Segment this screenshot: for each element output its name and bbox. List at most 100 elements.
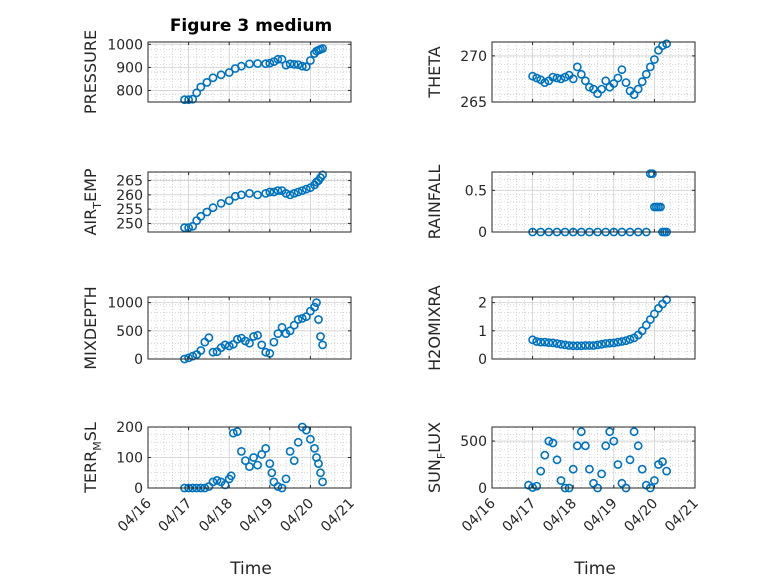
figure-title: Figure 3 medium <box>170 16 332 36</box>
x-axis-label-right: Time <box>573 559 616 579</box>
y-tick-label: 100 <box>116 451 143 467</box>
data-point <box>196 82 206 92</box>
y-axis-label: MIXDEPTH <box>81 286 100 369</box>
data-point <box>318 340 327 350</box>
data-point <box>645 315 655 324</box>
data-point <box>273 54 283 64</box>
data-point <box>196 211 206 221</box>
subplot-sun_flux: 0 500 04/16 04/17 04/18 04/19 04/20 04/21 SUNFLU… <box>425 422 702 535</box>
x-tick-label: 04/19 <box>237 496 277 536</box>
data-point <box>318 44 327 53</box>
y-tick-label: 0 <box>478 481 487 497</box>
data-point <box>265 187 275 197</box>
data-point <box>609 338 619 348</box>
data-point <box>301 312 311 322</box>
data-point <box>621 336 631 346</box>
data-point <box>253 190 262 200</box>
data-point <box>633 441 643 451</box>
data-point <box>269 187 279 197</box>
y-tick-label: 900 <box>116 60 143 76</box>
y-axis-label: AIRTEMP <box>81 168 104 235</box>
data-point <box>240 456 250 465</box>
y-tick-label: 270 <box>460 49 487 65</box>
data-point <box>662 466 671 476</box>
y-tick-label: 0 <box>134 352 143 368</box>
data-point <box>625 334 635 344</box>
x-tick-label: 04/16 <box>459 495 499 535</box>
y-axis-label: PRESSURE <box>81 30 100 114</box>
y-tick-label: 2 <box>478 296 487 312</box>
data-point <box>226 471 236 481</box>
data-point <box>232 334 242 344</box>
data-point <box>629 90 639 99</box>
axes-box <box>147 171 352 233</box>
y-tick-label: 800 <box>116 83 143 99</box>
data-point <box>589 341 598 350</box>
data-point <box>310 302 319 312</box>
data-point <box>285 59 295 69</box>
data-point <box>597 339 606 349</box>
data-point <box>184 95 193 105</box>
data-point <box>316 332 325 341</box>
axes-box <box>491 426 696 489</box>
y-tick-label: 1000 <box>107 296 143 312</box>
data-point <box>581 76 590 86</box>
data-point <box>257 340 267 350</box>
data-point <box>301 184 311 194</box>
data-point <box>576 341 586 351</box>
data-point <box>540 450 550 460</box>
data-point <box>556 476 566 485</box>
y-tick-label: 0 <box>478 225 487 241</box>
data-point <box>208 73 218 83</box>
data-point <box>617 337 627 346</box>
data-point <box>285 190 295 200</box>
data-point <box>641 320 651 330</box>
data-point <box>609 436 619 446</box>
data-point <box>267 468 277 478</box>
data-point <box>637 326 647 336</box>
data-point <box>293 437 303 447</box>
data-point <box>285 446 295 456</box>
x-tick-label: 04/17 <box>156 496 196 536</box>
data-point <box>212 475 222 485</box>
subplot-h2omixra: 0 1 2 H2OMIXRA <box>425 285 696 371</box>
data-point <box>536 466 546 476</box>
data-point <box>568 464 578 474</box>
axes-box <box>147 41 352 103</box>
data-point <box>249 453 258 462</box>
x-tick-label: 04/21 <box>662 496 702 536</box>
data-point <box>568 74 578 84</box>
axes-box <box>147 296 352 360</box>
data-point <box>629 427 639 437</box>
data-point <box>645 62 655 72</box>
y-tick-label: 0 <box>478 352 487 368</box>
data-point <box>216 198 226 208</box>
x-tick-label: 04/20 <box>277 496 317 536</box>
data-point <box>585 82 594 92</box>
y-tick-label: 200 <box>116 420 143 436</box>
data-point <box>540 337 550 347</box>
data-point <box>613 460 623 469</box>
data-point <box>265 58 275 68</box>
data-point <box>180 223 189 233</box>
data-point <box>621 78 631 87</box>
data-point <box>236 446 246 456</box>
data-point <box>281 474 291 484</box>
data-point <box>289 456 299 465</box>
data-point <box>261 188 271 198</box>
data-point <box>265 459 275 468</box>
y-axis-label: SUNFLUX <box>425 422 448 493</box>
data-point <box>285 326 295 336</box>
data-point <box>310 443 319 453</box>
data-point <box>293 315 303 324</box>
data-point <box>548 72 558 82</box>
data-point <box>597 84 606 94</box>
data-point <box>601 441 611 451</box>
data-point <box>572 62 582 72</box>
data-point <box>305 56 315 65</box>
data-point <box>230 191 240 201</box>
data-point <box>613 73 623 83</box>
data-point <box>605 427 615 437</box>
data-point <box>556 339 566 349</box>
